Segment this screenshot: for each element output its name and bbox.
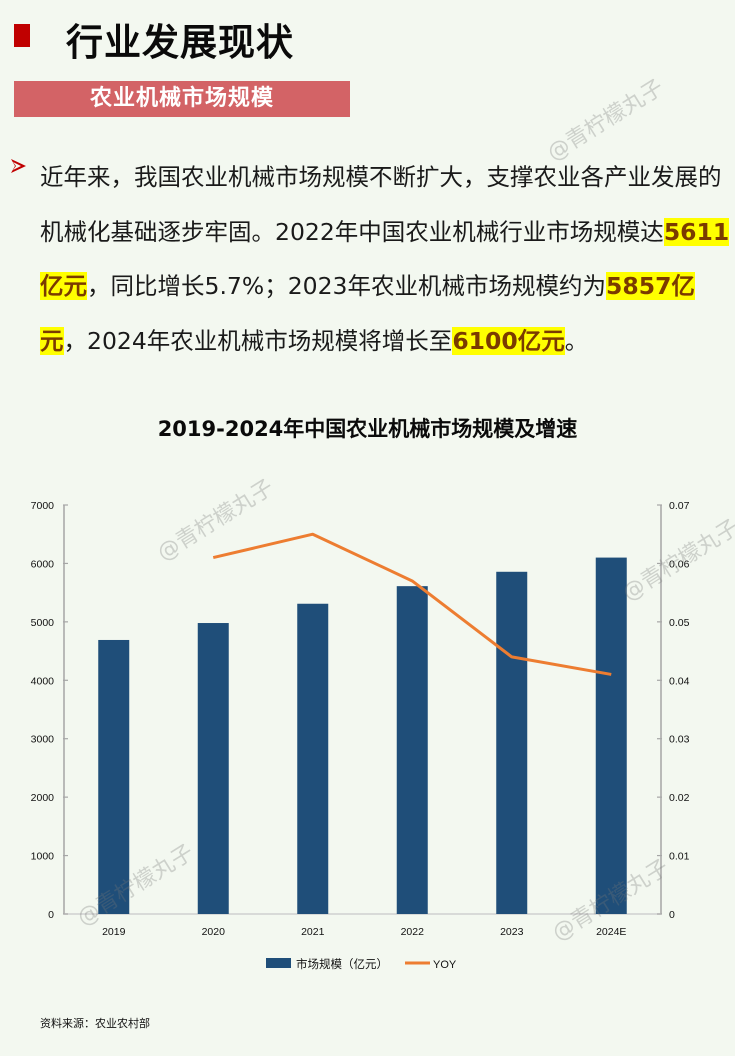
arrow-right-icon: [11, 159, 26, 173]
yoy-line: [212, 532, 612, 676]
x-axis-label: 2024E: [596, 926, 626, 938]
left-axis-tick: 3000: [31, 734, 55, 746]
x-axis-label: 2022: [401, 926, 425, 938]
left-axis-tick: 1000: [31, 851, 55, 863]
market-size-chart: 0 1000 2000 3000 4000 5000 6000 7000 0 0.01 0.02 0.…: [31, 500, 690, 971]
right-axis-tick: 0.04: [669, 675, 690, 687]
right-axis-tick: 0.03: [669, 734, 690, 746]
legend-label-market-size: 市场规模（亿元）: [296, 957, 388, 971]
paragraph-text: 近年来，我国农业机械市场规模不断扩大，支撑农业各产业发展的机械化基础逐步牢固。2…: [40, 163, 722, 246]
bar-market-size: [197, 623, 229, 914]
left-axis-tick: 2000: [31, 792, 55, 804]
bar-market-size: [396, 586, 428, 914]
highlighted-value: 6100亿元: [452, 326, 565, 355]
legend-label-yoy: YOY: [433, 959, 457, 971]
legend-bar-swatch: [266, 958, 291, 968]
right-axis-tick: 0.02: [669, 792, 690, 804]
right-axis-tick: 0.01: [669, 851, 690, 863]
right-axis-tick: 0.07: [669, 500, 690, 512]
left-axis-tick: 6000: [31, 558, 55, 570]
paragraph-text: 。: [564, 326, 589, 355]
paragraph-text: ，同比增长5.7%；2023年农业机械市场规模约为: [87, 272, 607, 300]
bar-market-size: [496, 571, 528, 914]
bar-market-size: [297, 603, 329, 914]
title-marker-square: [14, 24, 30, 47]
x-axis-label: 2023: [500, 926, 524, 938]
section-banner: 农业机械市场规模: [14, 81, 350, 117]
data-source: 资料来源：农业农村部: [40, 1017, 150, 1030]
left-axis-tick: 0: [48, 909, 54, 921]
summary-paragraph: 近年来，我国农业机械市场规模不断扩大，支撑农业各产业发展的机械化基础逐步牢固。2…: [40, 150, 730, 368]
x-axis-label: 2020: [202, 926, 226, 938]
bar-market-size: [595, 557, 627, 914]
right-axis-tick: 0.06: [669, 558, 690, 570]
page-title: 行业发展现状: [66, 21, 294, 64]
left-axis-tick: 5000: [31, 617, 55, 629]
left-axis-tick: 7000: [31, 500, 55, 512]
x-axis-label: 2019: [102, 926, 126, 938]
chart-title: 2019-2024年中国农业机械市场规模及增速: [157, 417, 578, 441]
right-axis-tick: 0: [669, 909, 675, 921]
left-axis-tick: 4000: [31, 675, 55, 687]
right-axis-tick: 0.05: [669, 617, 690, 629]
paragraph-text: ，2024年农业机械市场规模将增长至: [63, 326, 453, 355]
x-axis-label: 2021: [301, 926, 325, 938]
bar-market-size: [98, 639, 130, 914]
